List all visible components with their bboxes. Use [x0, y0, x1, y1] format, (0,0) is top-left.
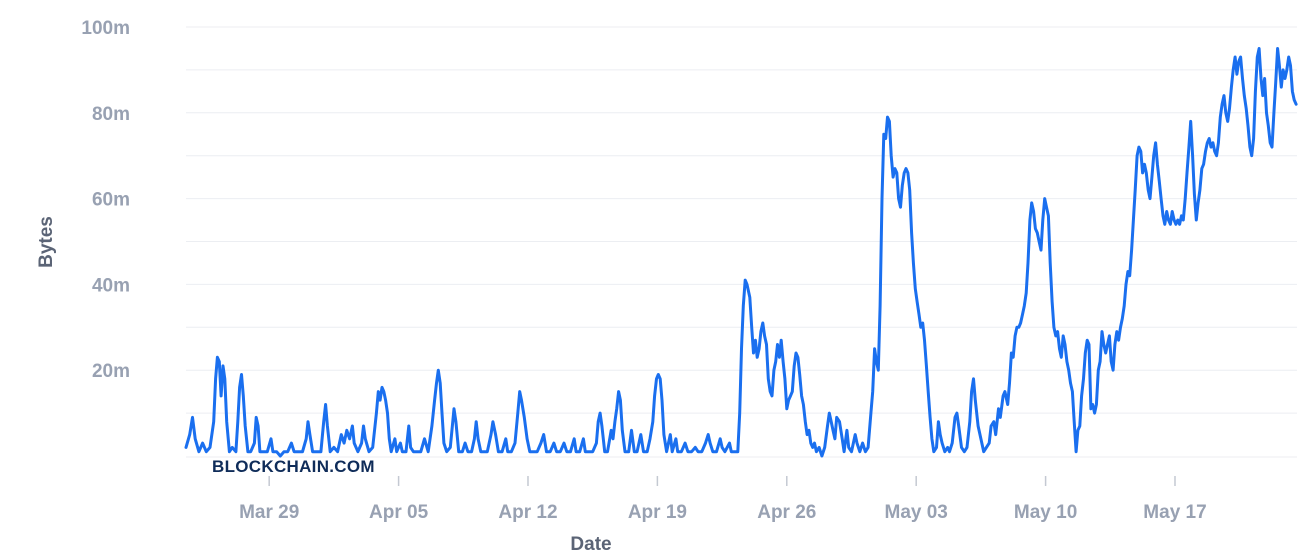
x-tick-label: May 10: [1014, 502, 1077, 523]
y-tick-label: 20m: [92, 361, 130, 382]
x-tick-label: May 03: [885, 502, 948, 523]
y-tick-label: 100m: [81, 18, 130, 39]
y-axis-ticks: 20m 40m 60m 80m 100m: [81, 18, 130, 382]
y-tick-label: 40m: [92, 275, 130, 296]
x-tick-label: Apr 12: [498, 502, 557, 523]
x-axis-ticks: Mar 29 Apr 05 Apr 12 Apr 19 Apr 26 May 03 May …: [239, 476, 1207, 523]
x-axis-title: Date: [570, 534, 611, 554]
y-tick-label: 60m: [92, 190, 130, 211]
y-tick-label: 80m: [92, 104, 130, 125]
x-tick-label: Apr 05: [369, 502, 429, 523]
blockchain-watermark: BLOCKCHAIN.COM: [212, 457, 375, 476]
x-tick-label: Apr 26: [757, 502, 816, 523]
y-axis-title: Bytes: [36, 216, 57, 268]
bytes-series-line[interactable]: [184, 47, 1298, 458]
x-tick-label: Apr 19: [628, 502, 687, 523]
x-tick-label: Mar 29: [239, 502, 299, 523]
gridlines: [186, 26, 1297, 458]
x-tick-label: May 17: [1143, 502, 1206, 523]
